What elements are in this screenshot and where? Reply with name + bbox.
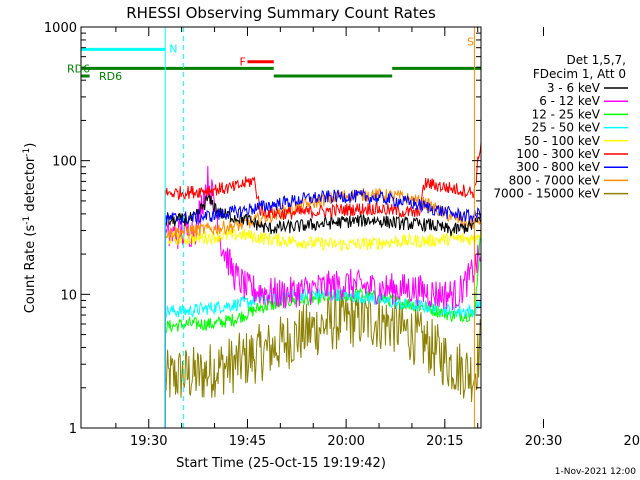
legend-label-2: 6 - 12 keV: [539, 94, 601, 108]
footer-timestamp: 1-Nov-2021 12:00: [555, 467, 637, 477]
legend-label-4: 25 - 50 keV: [532, 121, 601, 135]
series-layer: [164, 142, 481, 428]
x-tick-label-5: 20:30: [525, 434, 562, 449]
flags-layer: [81, 47, 481, 78]
plot-frame: [80, 26, 482, 429]
series-line-6: [164, 142, 481, 428]
x-tick-label-6: 20:45: [623, 434, 640, 449]
series-line-3: [164, 233, 481, 428]
legend-label-5: 50 - 100 keV: [524, 134, 601, 148]
ticks-layer: 19:30 19:45 20:00 20:15 20:30 20:45 1 10 100 1000: [44, 21, 640, 449]
chart-title: RHESSI Observing Summary Count Rates: [126, 4, 436, 22]
series-line-5: [164, 225, 481, 428]
x-tick-label-2: 19:45: [229, 434, 266, 449]
flag-label-1: N: [169, 42, 177, 55]
series-line-7: [164, 188, 481, 428]
x-tick-label-3: 20:00: [327, 434, 364, 449]
y-tick-label-2: 10: [60, 288, 77, 303]
legend-header-line-1: Det 1,5,7,: [567, 53, 627, 67]
legend-label-8: 800 - 7000 keV: [509, 173, 601, 187]
legend-header-line-2: FDecim 1, Att 0: [533, 67, 626, 81]
y-axis-label: Count Rate (s-1 detector-1): [22, 143, 38, 314]
legend-label-7: 300 - 800 keV: [516, 160, 600, 174]
series-line-8: [164, 188, 481, 428]
legend-label-6: 100 - 300 keV: [516, 147, 600, 161]
y-tick-label-1: 1: [69, 422, 77, 437]
vertical-lines-layer: [81, 27, 481, 428]
x-axis-label: Start Time (25-Oct-15 19:19:42): [176, 456, 386, 471]
y-tick-label-3: 100: [52, 155, 77, 170]
legend: Det 1,5,7, FDecim 1, Att 0: [533, 53, 626, 81]
flag-labels-layer: N F S RD6 RD6: [67, 35, 474, 83]
legend-label-9: 7000 - 15000 keV: [493, 187, 600, 201]
x-tick-label-4: 20:15: [426, 434, 463, 449]
y-tick-label-4: 1000: [44, 21, 77, 36]
legend-label-1: 3 - 6 keV: [547, 81, 601, 95]
series-line-9: [164, 291, 481, 428]
x-tick-label-1: 19:30: [130, 434, 167, 449]
series-line-1: [164, 194, 481, 428]
flag-label-4: RD6: [67, 62, 90, 75]
flag-label-2: F: [239, 56, 245, 69]
flag-label-5: RD6: [99, 70, 122, 83]
flag-label-3: S: [467, 35, 474, 48]
series-line-4: [164, 287, 481, 428]
legend-label-3: 12 - 25 keV: [532, 107, 601, 121]
